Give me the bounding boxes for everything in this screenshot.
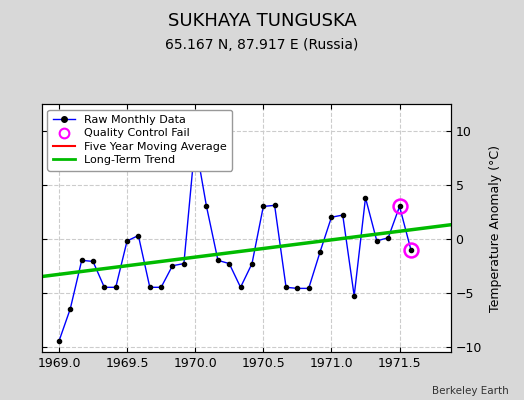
- Text: Berkeley Earth: Berkeley Earth: [432, 386, 508, 396]
- Text: 65.167 N, 87.917 E (Russia): 65.167 N, 87.917 E (Russia): [165, 38, 359, 52]
- Y-axis label: Temperature Anomaly (°C): Temperature Anomaly (°C): [489, 144, 502, 312]
- Legend: Raw Monthly Data, Quality Control Fail, Five Year Moving Average, Long-Term Tren: Raw Monthly Data, Quality Control Fail, …: [48, 110, 233, 171]
- Text: SUKHAYA TUNGUSKA: SUKHAYA TUNGUSKA: [168, 12, 356, 30]
